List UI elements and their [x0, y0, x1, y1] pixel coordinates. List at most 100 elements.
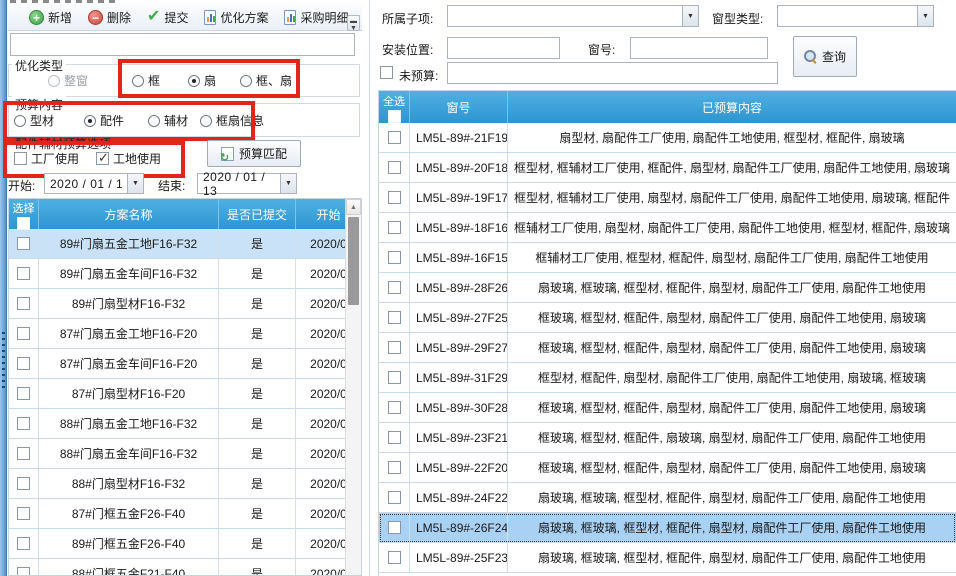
- row-checkbox[interactable]: [17, 357, 30, 370]
- start-column-header[interactable]: 开始: [296, 199, 361, 229]
- window-table-row[interactable]: LM5L-89#-25F23 扇玻璃, 框玻璃, 框型材, 框配件, 扇型材, 扇…: [379, 543, 956, 573]
- plan-table-row[interactable]: 88#门框五金F21-F40 是 2020/0: [9, 559, 361, 575]
- radio-option[interactable]: 型材: [14, 112, 54, 129]
- row-checkbox[interactable]: [17, 507, 30, 520]
- row-checkbox[interactable]: [17, 237, 30, 250]
- plan-name-cell: 89#门扇五金工地F16-F32: [39, 229, 219, 258]
- plan-name-column-header[interactable]: 方案名称: [39, 199, 219, 229]
- radio-option[interactable]: 配件: [84, 112, 124, 129]
- row-checkbox[interactable]: [387, 491, 401, 504]
- add-button[interactable]: + 新增: [23, 6, 78, 29]
- row-checkbox[interactable]: [387, 281, 401, 294]
- calendar-dropdown-icon[interactable]: ▼: [127, 174, 143, 193]
- row-checkbox[interactable]: [387, 131, 401, 144]
- submit-button[interactable]: ✔ 提交: [141, 6, 194, 29]
- optimize-plan-button[interactable]: 优化方案: [198, 6, 274, 29]
- radio-option[interactable]: 框、扇: [240, 72, 292, 89]
- budgeted-column-header[interactable]: 已预算内容: [508, 91, 956, 123]
- plan-table-row[interactable]: 89#门扇型材F16-F32 是 2020/0: [9, 289, 361, 319]
- start-date-picker[interactable]: 2020 / 01 / 1 ▼: [44, 173, 144, 194]
- calendar-dropdown-icon[interactable]: ▼: [280, 174, 296, 193]
- row-checkbox[interactable]: [387, 431, 401, 444]
- plan-table-row[interactable]: 89#门扇五金工地F16-F32 是 2020/0: [9, 229, 361, 259]
- window-table-row[interactable]: LM5L-89#-29F27 框玻璃, 框型材, 框配件, 扇型材, 扇配件工厂使…: [379, 333, 956, 363]
- window-no-input[interactable]: [630, 37, 768, 59]
- select-all-checkbox[interactable]: [17, 216, 30, 230]
- window-table-row[interactable]: LM5L-89#-31F29 框型材, 框配件, 扇型材, 扇配件工厂使用, 扇配…: [379, 363, 956, 393]
- radio-icon: [200, 114, 212, 127]
- plan-table-scrollbar[interactable]: ▲: [345, 199, 361, 575]
- window-table-row[interactable]: LM5L-89#-26F24 扇玻璃, 框玻璃, 框型材, 框配件, 扇型材, 扇…: [379, 513, 956, 543]
- no-budget-checkbox[interactable]: [380, 66, 393, 79]
- window-table-row[interactable]: LM5L-89#-16F15 框辅材工厂使用, 框型材, 框配件, 扇型材, 扇配…: [379, 243, 956, 273]
- plan-table-row[interactable]: 89#门扇五金车间F16-F32 是 2020/0: [9, 259, 361, 289]
- window-no-column-header[interactable]: 窗号: [410, 91, 508, 123]
- window-table-row[interactable]: LM5L-89#-27F25 框玻璃, 框型材, 框配件, 扇型材, 扇配件工厂使…: [379, 303, 956, 333]
- window-table-row[interactable]: LM5L-89#-28F26 扇玻璃, 框玻璃, 框型材, 框配件, 扇型材, 扇…: [379, 273, 956, 303]
- window-table-row[interactable]: LM5L-89#-22F20 框玻璃, 框型材, 框配件, 扇型材, 扇配件工厂使…: [379, 453, 956, 483]
- select-all-checkbox[interactable]: [387, 109, 401, 123]
- submitted-column-header[interactable]: 是否已提交: [219, 199, 296, 229]
- install-pos-input[interactable]: [447, 37, 560, 59]
- plan-table-row[interactable]: 88#门扇五金工地F16-F32 是 2020/0: [9, 409, 361, 439]
- window-table-row[interactable]: LM5L-89#-20F18 框型材, 框辅材工厂使用, 框配件, 扇型材, 扇配…: [379, 153, 956, 183]
- no-budget-input[interactable]: [447, 62, 778, 84]
- row-checkbox[interactable]: [387, 401, 401, 414]
- usage-checkbox-option[interactable]: 工厂使用: [14, 150, 79, 167]
- optimize-type-label: 优化类型: [12, 57, 67, 74]
- row-checkbox[interactable]: [387, 521, 401, 534]
- radio-option[interactable]: 扇: [188, 72, 216, 89]
- window-type-dropdown[interactable]: ▼: [777, 5, 934, 27]
- chevron-down-icon[interactable]: ▼: [682, 6, 698, 26]
- row-checkbox[interactable]: [17, 477, 30, 490]
- row-checkbox[interactable]: [17, 447, 30, 460]
- row-checkbox[interactable]: [387, 191, 401, 204]
- chevron-down-icon[interactable]: ▼: [917, 6, 933, 26]
- radio-option[interactable]: 辅材: [148, 112, 188, 129]
- plan-table-row[interactable]: 87#门扇型材F16-F20 是 2020/0: [9, 379, 361, 409]
- toolbar-overflow-button[interactable]: ▬ ▼: [347, 15, 360, 32]
- row-checkbox[interactable]: [387, 251, 401, 264]
- window-table-row[interactable]: LM5L-89#-21F19 扇型材, 扇配件工厂使用, 扇配件工地使用, 框型材…: [379, 123, 956, 153]
- row-checkbox[interactable]: [17, 417, 30, 430]
- collapse-strip[interactable]: [0, 0, 7, 576]
- plan-table-row[interactable]: 89#门框五金F26-F40 是 2020/0: [9, 529, 361, 559]
- radio-option[interactable]: 框扇信息: [200, 112, 264, 129]
- plan-keyword-input[interactable]: [10, 33, 355, 56]
- scroll-up-icon[interactable]: ▲: [346, 199, 361, 215]
- scrollbar-thumb[interactable]: [348, 217, 359, 305]
- plan-table-body: 89#门扇五金工地F16-F32 是 2020/0 89#门扇五金车间F16-F32 是…: [9, 229, 361, 575]
- radio-option[interactable]: 整窗: [48, 72, 88, 89]
- row-checkbox[interactable]: [387, 221, 401, 234]
- window-table-row[interactable]: LM5L-89#-18F16 框辅材工厂使用, 扇型材, 扇配件工厂使用, 扇配件…: [379, 213, 956, 243]
- row-checkbox[interactable]: [17, 267, 30, 280]
- row-checkbox[interactable]: [17, 387, 30, 400]
- delete-button[interactable]: − 删除: [82, 6, 137, 29]
- end-date-picker[interactable]: 2020 / 01 / 13 ▼: [197, 170, 297, 198]
- budget-match-button[interactable]: 预算匹配: [207, 140, 301, 167]
- row-checkbox[interactable]: [17, 297, 30, 310]
- plan-table-row[interactable]: 87#门扇五金工地F16-F20 是 2020/0: [9, 319, 361, 349]
- plan-table-row[interactable]: 87#门框五金F26-F40 是 2020/0: [9, 499, 361, 529]
- row-checkbox[interactable]: [17, 327, 30, 340]
- row-checkbox[interactable]: [387, 311, 401, 324]
- window-table-row[interactable]: LM5L-89#-24F22 扇玻璃, 框玻璃, 框型材, 框配件, 扇型材, 扇…: [379, 483, 956, 513]
- row-checkbox[interactable]: [387, 551, 401, 564]
- usage-checkbox-option[interactable]: 工地使用: [96, 150, 161, 167]
- row-checkbox[interactable]: [387, 161, 401, 174]
- row-checkbox[interactable]: [17, 537, 30, 550]
- row-checkbox[interactable]: [387, 371, 401, 384]
- plan-table-row[interactable]: 88#门扇型材F16-F32 是 2020/0: [9, 469, 361, 499]
- row-checkbox[interactable]: [17, 567, 30, 575]
- query-button[interactable]: 查询: [793, 36, 857, 77]
- window-table-row[interactable]: LM5L-89#-19F17 框型材, 框辅材工厂使用, 扇型材, 扇配件工厂使用…: [379, 183, 956, 213]
- sub-item-dropdown[interactable]: ▼: [447, 5, 699, 27]
- plan-table-row[interactable]: 88#门扇五金车间F16-F32 是 2020/0: [9, 439, 361, 469]
- window-table-row[interactable]: LM5L-89#-23F21 框玻璃, 框型材, 框配件, 扇玻璃, 扇型材, 扇…: [379, 423, 956, 453]
- row-checkbox[interactable]: [387, 461, 401, 474]
- plan-table-row[interactable]: 87#门扇五金车间F16-F20 是 2020/0: [9, 349, 361, 379]
- row-checkbox[interactable]: [387, 341, 401, 354]
- radio-option[interactable]: 框: [132, 72, 160, 89]
- window-table-row[interactable]: LM5L-89#-30F28 框玻璃, 框型材, 框配件, 扇型材, 扇配件工厂使…: [379, 393, 956, 423]
- end-date-label: 结束:: [158, 179, 186, 193]
